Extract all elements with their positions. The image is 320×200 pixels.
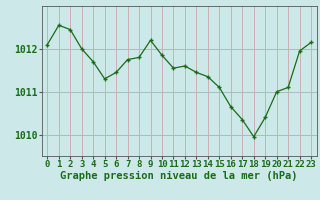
X-axis label: Graphe pression niveau de la mer (hPa): Graphe pression niveau de la mer (hPa) [60, 171, 298, 181]
